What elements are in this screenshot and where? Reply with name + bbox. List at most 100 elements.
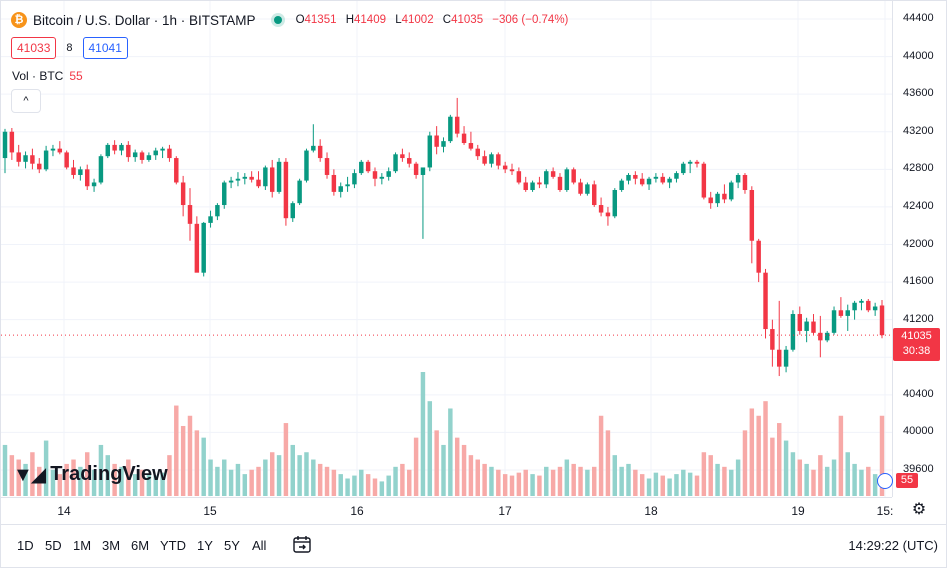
candle-body <box>407 158 412 164</box>
volume-bar <box>249 469 254 496</box>
utc-clock[interactable]: 14:29:22 (UTC) <box>848 538 938 553</box>
time-tick-label: 15: <box>876 504 894 518</box>
candle-body <box>694 161 700 164</box>
range-button-1y[interactable]: 1Y <box>197 538 213 553</box>
candle-body <box>2 131 8 159</box>
volume-bar <box>475 459 480 496</box>
globe-icon[interactable] <box>877 473 893 489</box>
volume-bar <box>235 463 241 496</box>
volume-bar <box>557 466 563 496</box>
volume-bar <box>345 478 350 496</box>
volume-bar <box>708 455 713 496</box>
volume-bar <box>831 459 837 496</box>
volume-bar <box>91 469 97 496</box>
candle-body <box>256 179 261 187</box>
time-tick-label: 19 <box>791 504 805 518</box>
volume-bar <box>379 481 385 496</box>
volume-tag: 55 <box>896 473 918 488</box>
ohlc-values: O41351 H41409 L41002 C41035 −306 (−0.74%… <box>296 14 569 26</box>
range-button-5d[interactable]: 5D <box>45 538 62 553</box>
candle-body <box>502 165 508 170</box>
buy-price-button[interactable]: 41041 <box>82 37 128 59</box>
market-status-icon[interactable] <box>273 16 282 24</box>
volume-bar <box>701 452 707 496</box>
volume-bar <box>427 401 433 496</box>
price-tick-label: 41600 <box>903 275 934 288</box>
candle-body <box>619 180 624 191</box>
candle-body <box>639 178 645 185</box>
low-label: L <box>395 14 402 26</box>
price-tick-label: 42400 <box>903 199 934 212</box>
volume-bar <box>208 459 213 496</box>
range-button-6m[interactable]: 6M <box>131 538 150 553</box>
sell-price-button[interactable]: 41033 <box>11 37 57 59</box>
last-price-value: 41035 <box>901 330 932 343</box>
range-button-3m[interactable]: 3M <box>102 538 121 553</box>
volume-bar <box>674 474 679 496</box>
price-tick-label: 43600 <box>903 87 934 100</box>
spread-value: 8 <box>66 42 73 54</box>
range-button-1m[interactable]: 1M <box>73 538 92 553</box>
range-button-5y[interactable]: 5Y <box>224 538 240 553</box>
price-tick-label: 41200 <box>903 312 934 325</box>
volume-bar <box>365 474 371 496</box>
candle-body <box>386 171 391 177</box>
candle-body <box>496 154 501 166</box>
price-tick-label: 44400 <box>903 12 934 24</box>
candle-body <box>338 186 343 192</box>
volume-legend[interactable]: Vol · BTC 55 <box>12 69 83 83</box>
price-tick-label: 42800 <box>903 162 934 175</box>
volume-bar <box>872 474 878 496</box>
price-tick-label: 44000 <box>903 49 934 62</box>
candle-body <box>400 154 405 159</box>
candle-body <box>838 310 844 316</box>
volume-bar <box>105 455 111 496</box>
chart-pane[interactable]: ₿ Bitcoin / U.S. Dollar · 1h · BITSTAMP … <box>1 1 892 497</box>
collapse-legend-button[interactable]: ^ <box>11 89 41 113</box>
volume-bar <box>845 452 850 496</box>
candle-body <box>776 349 782 367</box>
volume-bar <box>776 423 782 496</box>
volume-bar <box>523 469 528 496</box>
volume-bar <box>119 466 124 496</box>
time-tick-label: 17 <box>498 504 512 518</box>
price-tick-label: 40000 <box>903 425 934 438</box>
symbol-legend: ₿ Bitcoin / U.S. Dollar · 1h · BITSTAMP … <box>11 10 568 30</box>
range-button-all[interactable]: All <box>252 538 267 553</box>
candle-body <box>91 182 97 187</box>
volume-bar <box>167 455 172 496</box>
volume-bar <box>482 463 487 496</box>
volume-bar <box>749 408 755 496</box>
volume-bar <box>824 466 830 496</box>
volume-bar <box>146 474 152 496</box>
symbol-title[interactable]: Bitcoin / U.S. Dollar · 1h · BITSTAMP <box>33 12 256 28</box>
settings-gear-icon[interactable]: ⚙ <box>911 501 927 518</box>
range-button-ytd[interactable]: YTD <box>160 538 186 553</box>
candle-body <box>516 171 522 183</box>
volume-bar <box>722 466 727 496</box>
volume-bar <box>605 430 611 496</box>
range-button-1d[interactable]: 1D <box>17 538 34 553</box>
candle-body <box>126 144 131 158</box>
candle-countdown: 30:38 <box>902 345 931 358</box>
volume-bar <box>496 469 501 496</box>
go-to-date-icon[interactable] <box>291 535 313 555</box>
candle-body <box>146 155 152 160</box>
candlestick-chart[interactable] <box>1 1 892 497</box>
volume-bar <box>98 444 104 496</box>
volume-bar <box>818 455 823 496</box>
candle-body <box>37 163 42 170</box>
time-axis[interactable]: 14 15 16 17 18 19 15: <box>1 497 894 524</box>
low-value: 41002 <box>401 14 434 26</box>
volume-bar <box>78 466 83 496</box>
volume-bar <box>797 459 803 496</box>
price-axis[interactable]: 44400 44000 43600 43200 42800 42400 42000 41600… <box>892 1 947 497</box>
volume-bar <box>256 466 261 496</box>
bottom-toolbar: 14:29:22 (UTC) 1D 5D 1M 3M 6M YTD 1Y 5Y All <box>1 524 947 569</box>
candle-body <box>530 182 535 191</box>
candle-body <box>708 197 713 204</box>
volume-bar <box>571 463 576 496</box>
candle-body <box>557 176 563 191</box>
candle-body <box>831 310 837 333</box>
volume-bar <box>372 478 378 496</box>
